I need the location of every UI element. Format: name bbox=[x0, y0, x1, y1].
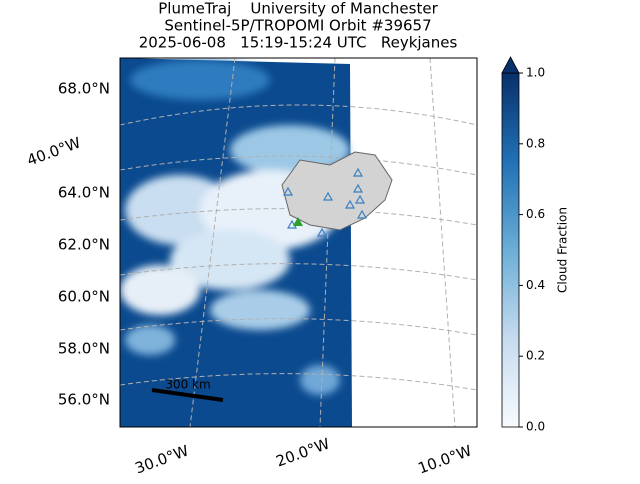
lon-label: 30.0°W bbox=[133, 441, 192, 477]
title-line: PlumeTraj University of Manchester bbox=[158, 0, 438, 18]
lat-label: 56.0°N bbox=[58, 391, 110, 409]
colorbar-tick-label: 1.0 bbox=[526, 66, 545, 80]
map-area: 300 km bbox=[120, 58, 477, 427]
lat-label: 62.0°N bbox=[58, 236, 110, 254]
clouds bbox=[120, 60, 350, 395]
scale-label: 300 km bbox=[165, 378, 210, 392]
colorbar-tick-label: 0.4 bbox=[526, 278, 545, 292]
title-line: 2025-06-08 15:19-15:24 UTC Reykjanes bbox=[139, 34, 458, 52]
colorbar-label: Cloud Fraction bbox=[556, 207, 570, 293]
lon-label: 40.0°W bbox=[25, 133, 84, 169]
colorbar-tick-label: 0.0 bbox=[526, 420, 545, 434]
colorbar-tick-label: 0.6 bbox=[526, 207, 545, 221]
lon-label: 20.0°W bbox=[274, 434, 333, 470]
colorbar-tick-label: 0.8 bbox=[526, 136, 545, 150]
target-volcano bbox=[293, 217, 303, 226]
lat-label: 64.0°N bbox=[58, 184, 110, 202]
colorbar-tick-label: 0.2 bbox=[526, 349, 545, 363]
colorbar: Cloud Fraction 0.0 0.2 0.4 0.6 0.8 1.0 bbox=[501, 56, 570, 434]
lat-label: 58.0°N bbox=[58, 340, 110, 358]
lat-label: 68.0°N bbox=[58, 80, 110, 98]
lat-label: 60.0°N bbox=[58, 288, 110, 306]
lon-label: 10.0°W bbox=[416, 441, 475, 477]
scale-bar bbox=[151, 388, 224, 402]
title-line: Sentinel-5P/TROPOMI Orbit #39657 bbox=[164, 17, 431, 35]
